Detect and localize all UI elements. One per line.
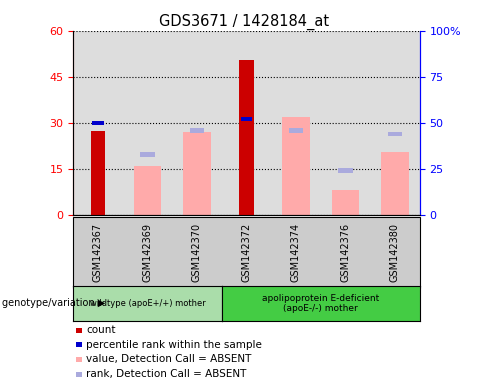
- Text: genotype/variation ▶: genotype/variation ▶: [2, 298, 106, 308]
- Text: GDS3671 / 1428184_at: GDS3671 / 1428184_at: [159, 13, 329, 30]
- Bar: [91, 131, 105, 215]
- Bar: [92, 121, 104, 125]
- Bar: [189, 128, 204, 132]
- Text: count: count: [86, 325, 115, 335]
- Bar: [283, 117, 309, 215]
- Text: value, Detection Call = ABSENT: value, Detection Call = ABSENT: [86, 354, 251, 364]
- Bar: [183, 132, 210, 215]
- Text: rank, Detection Call = ABSENT: rank, Detection Call = ABSENT: [86, 369, 246, 379]
- Text: apolipoprotein E-deficient
(apoE-/-) mother: apolipoprotein E-deficient (apoE-/-) mot…: [262, 294, 379, 313]
- Text: wildtype (apoE+/+) mother: wildtype (apoE+/+) mother: [90, 299, 205, 308]
- Bar: [140, 152, 155, 157]
- Bar: [239, 60, 254, 215]
- Bar: [387, 132, 402, 136]
- Bar: [134, 166, 161, 215]
- Bar: [381, 152, 408, 215]
- Bar: [288, 128, 304, 132]
- Bar: [338, 169, 353, 173]
- Text: percentile rank within the sample: percentile rank within the sample: [86, 340, 262, 350]
- Bar: [332, 190, 359, 215]
- Bar: [241, 117, 252, 121]
